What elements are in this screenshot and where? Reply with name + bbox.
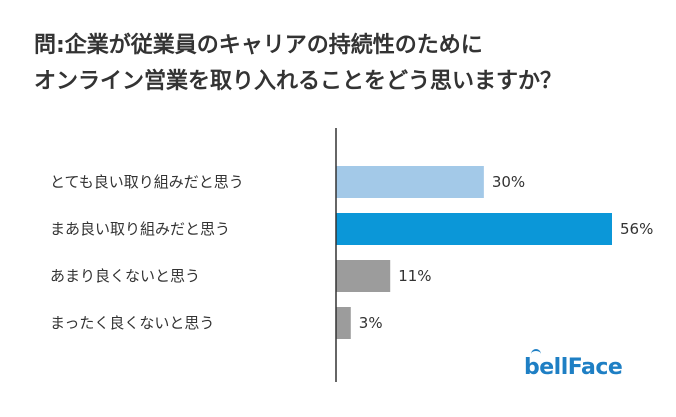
bar: [336, 307, 351, 339]
bar: [336, 166, 484, 198]
bar-group: とても良い取り組みだと思う 30% まあ良い取り組みだと思う 56% あまり良くないと思…: [50, 166, 653, 339]
logo-wifi-icon: [531, 349, 541, 357]
chart-title-line-1: 問:企業が従業員のキャリアの持続性のために: [34, 33, 483, 58]
value-label: 56%: [620, 220, 653, 238]
bellface-logo: bellFace: [524, 355, 623, 380]
category-label: とても良い取り組みだと思う: [50, 173, 244, 191]
chart-title-line-2: オンライン営業を取り入れることをどう思いますか？: [34, 69, 563, 94]
chart-title: 問:企業が従業員のキャリアの持続性のために オンライン営業を取り入れることをどう…: [34, 28, 654, 100]
bar: [336, 260, 391, 292]
value-label: 3%: [359, 314, 383, 332]
value-label: 11%: [398, 267, 431, 285]
category-label: まったく良くないと思う: [50, 314, 214, 332]
value-label: 30%: [492, 173, 525, 191]
category-label: あまり良くないと思う: [50, 267, 200, 285]
category-label: まあ良い取り組みだと思う: [50, 220, 230, 238]
bar: [336, 213, 612, 245]
